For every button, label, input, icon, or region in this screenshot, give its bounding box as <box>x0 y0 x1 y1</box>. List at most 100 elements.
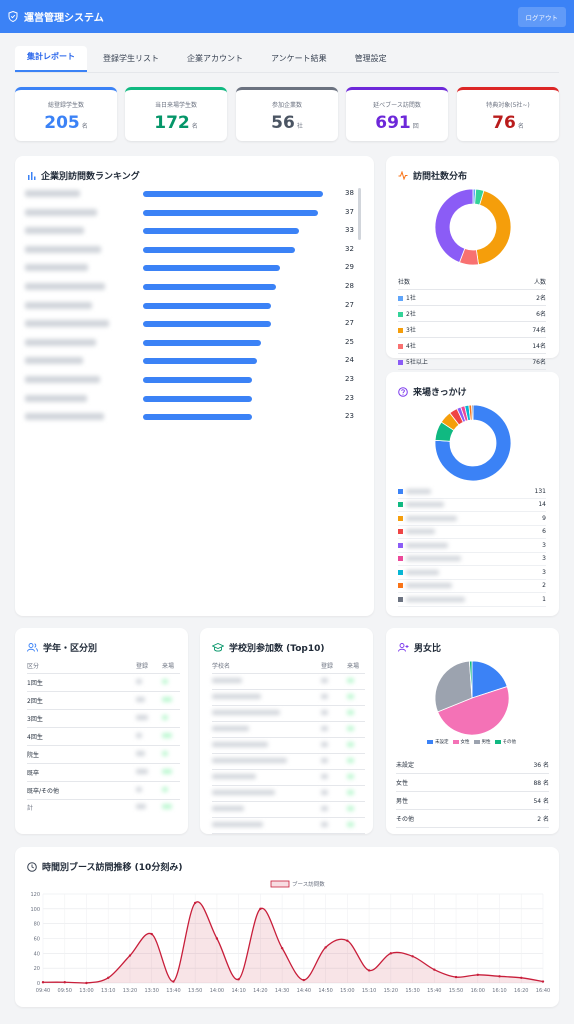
redacted-value <box>162 697 172 702</box>
school-name-redacted <box>212 758 287 763</box>
legend-swatch <box>398 529 403 535</box>
tab-students[interactable]: 登録学生リスト <box>103 54 159 63</box>
gender-legend-item[interactable]: その他 <box>494 739 517 745</box>
redacted-value <box>136 769 148 774</box>
visits-row: 1社 2名 <box>398 289 546 306</box>
trigger-card: 来場きっかけ 131 14 9 6 3 3 3 2 1 <box>386 372 559 616</box>
trigger-row-value: 3 <box>542 555 546 563</box>
graduation-cap-icon <box>212 643 224 652</box>
ranking-bar <box>143 377 252 383</box>
trigger-label-redacted <box>406 488 431 494</box>
gender-row: その他 2 名 <box>396 809 549 828</box>
data-point <box>433 968 436 971</box>
kpi-companies: 参加企業数 56 社 <box>236 87 338 141</box>
tab-bar: 集計レポート 登録学生リスト 企業アカウント アンケート結果 管理設定 <box>15 46 559 73</box>
kpi-booth-visits: 延べブース訪問数 691 回 <box>346 87 448 141</box>
x-tick-label: 15:10 <box>362 988 376 994</box>
ranking-scrollbar[interactable] <box>358 188 361 240</box>
y-tick-label: 100 <box>30 907 40 913</box>
ranking-bar <box>143 395 252 402</box>
school-name-redacted <box>212 822 263 827</box>
gender-row: 女性 88 名 <box>396 773 549 792</box>
kpi-unit: 名 <box>191 123 198 130</box>
kpi-attended: 当日来場学生数 172 名 <box>125 87 227 141</box>
company-name-redacted <box>25 301 92 309</box>
legend-swatch <box>494 739 501 744</box>
gender-title-text: 男女比 <box>414 644 442 654</box>
x-tick-label: 13:40 <box>166 988 180 994</box>
gender-legend-label: 未設定 <box>435 740 449 745</box>
users-icon <box>27 643 38 652</box>
grade-row: 既卒 <box>27 763 180 782</box>
clock-icon <box>27 861 37 872</box>
gender-legend-item[interactable]: 未設定 <box>427 739 449 745</box>
redacted-value <box>347 726 354 731</box>
company-name-redacted <box>25 245 101 253</box>
ranking-title-text: 企業別訪問数ランキング <box>41 172 140 182</box>
trigger-title: 来場きっかけ <box>398 385 467 398</box>
ranking-bar <box>143 246 295 253</box>
ranking-row: 29 <box>25 262 360 274</box>
school-name-redacted <box>212 790 275 795</box>
x-tick-label: 13:10 <box>101 988 115 994</box>
visits-row-label: 5社以上 <box>406 359 428 366</box>
ranking-value: 28 <box>345 282 354 290</box>
trigger-label-redacted <box>406 583 452 589</box>
redacted-value <box>162 715 168 720</box>
grade-total-label: 計 <box>27 805 34 812</box>
x-tick-label: 15:50 <box>449 988 463 994</box>
trigger-donut-slice <box>471 404 474 421</box>
tab-settings[interactable]: 管理設定 <box>354 54 387 63</box>
visits-row: 4社 14名 <box>398 337 546 354</box>
gender-legend-item[interactable]: 男性 <box>473 739 491 745</box>
company-name-redacted <box>25 338 96 346</box>
ranking-row: 24 <box>25 355 360 367</box>
grade-col-cat: 区分 <box>27 658 136 674</box>
trigger-list: 131 14 9 6 3 3 3 2 1 <box>398 485 546 607</box>
gender-legend-label: その他 <box>502 740 517 745</box>
logout-button[interactable]: ログアウト <box>517 6 566 27</box>
time-chart: 0 20 40 60 80 100 120 09:40 09:50 13:00 13:10 13:20… <box>30 880 550 994</box>
kpi-value: 172 <box>154 113 190 133</box>
legend-swatch <box>452 739 459 744</box>
data-point <box>128 954 132 957</box>
trigger-row-value: 6 <box>542 528 546 536</box>
redacted-value <box>162 751 168 756</box>
legend-swatch <box>398 344 403 349</box>
x-tick-label: 09:50 <box>58 988 72 994</box>
visits-row-label: 2社 <box>406 311 416 318</box>
tab-survey[interactable]: アンケート結果 <box>271 54 327 63</box>
shield-icon <box>8 11 18 22</box>
company-name-redacted <box>25 227 84 235</box>
redacted-value <box>321 806 328 811</box>
school-title: 学校別参加数 (Top10) <box>212 641 324 654</box>
legend-swatch <box>427 739 433 744</box>
redacted-value <box>347 758 354 763</box>
company-name-redacted <box>25 283 105 290</box>
grade-col-att: 来場 <box>162 658 180 674</box>
data-point <box>150 932 153 936</box>
school-name-redacted <box>212 806 244 811</box>
gender-row-label: 女性 <box>396 773 479 792</box>
school-row <box>212 769 365 786</box>
grade-title-text: 学年・区分別 <box>43 644 98 654</box>
time-chart-title-text: 時間別ブース訪問推移 (10分刻み) <box>42 863 183 873</box>
tab-companies[interactable]: 企業アカウント <box>187 54 243 63</box>
tab-report[interactable]: 集計レポート <box>15 46 87 72</box>
grade-table: 区分 登録 来場 1回生 2回生 3回生 4回生 院生 既卒 既卒/その他 計 <box>27 658 180 815</box>
x-tick-label: 14:00 <box>210 988 224 994</box>
school-name-redacted <box>212 726 249 731</box>
ranking-value: 23 <box>345 412 354 421</box>
data-point <box>411 955 414 958</box>
gender-legend-item[interactable]: 女性 <box>452 739 470 745</box>
trigger-donut-chart <box>434 404 512 482</box>
x-tick-label: 16:20 <box>514 988 528 994</box>
x-tick-label: 15:30 <box>405 988 419 994</box>
visits-row-value: 6名 <box>499 305 546 322</box>
ranking-row: 33 <box>25 225 360 237</box>
legend-swatch <box>270 880 290 888</box>
visits-row-label: 3社 <box>406 327 416 334</box>
grade-row: 1回生 <box>27 673 180 692</box>
data-point <box>85 981 88 985</box>
grade-row-label: 既卒/その他 <box>27 781 136 800</box>
